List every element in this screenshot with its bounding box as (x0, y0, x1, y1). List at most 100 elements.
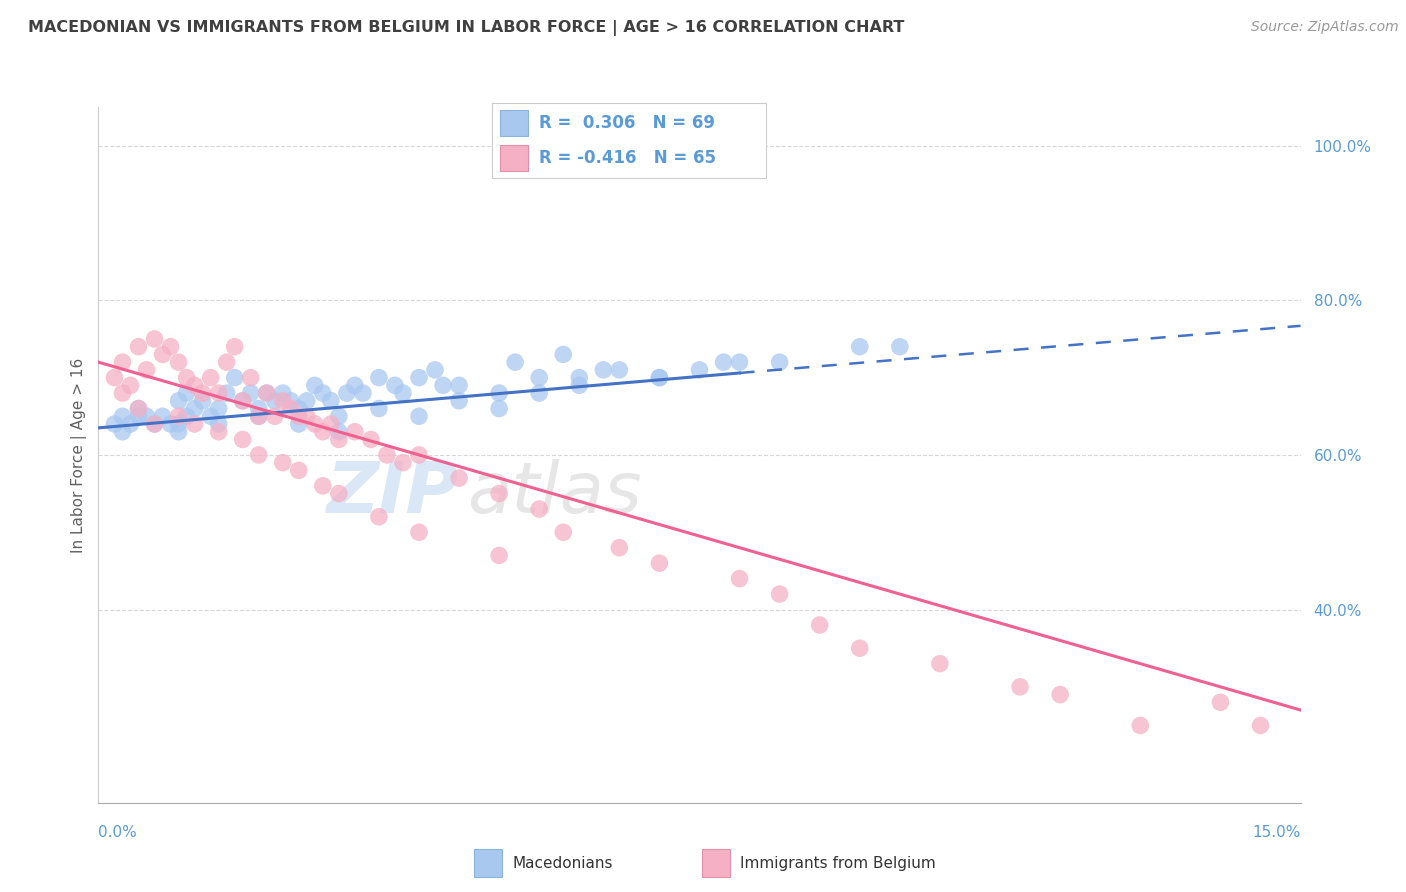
Point (143, 417, 166, 431)
Point (191, 386, 214, 401)
Point (271, 386, 294, 401)
Point (183, 401, 205, 416)
Point (215, 386, 238, 401)
Point (432, 378, 454, 392)
Point (375, 448, 398, 462)
Point (648, 556, 671, 570)
Point (609, 541, 631, 555)
Point (768, 587, 790, 601)
Point (263, 409, 285, 424)
Point (143, 332, 166, 346)
Point (120, 417, 142, 431)
Point (336, 386, 359, 401)
Point (128, 409, 150, 424)
Point (191, 393, 214, 408)
FancyBboxPatch shape (474, 849, 502, 877)
Point (176, 370, 198, 384)
Point (304, 417, 326, 431)
Point (384, 378, 406, 392)
Point (343, 425, 366, 439)
Text: Source: ZipAtlas.com: Source: ZipAtlas.com (1251, 20, 1399, 34)
Point (247, 401, 270, 416)
Point (256, 386, 278, 401)
Point (232, 393, 254, 408)
Point (263, 393, 285, 408)
Point (287, 409, 309, 424)
Point (167, 409, 190, 424)
Point (929, 657, 952, 671)
Point (343, 378, 366, 392)
Point (280, 393, 302, 408)
Point (103, 417, 125, 431)
Point (352, 386, 374, 401)
Point (328, 486, 350, 500)
Point (256, 386, 278, 401)
FancyBboxPatch shape (702, 849, 730, 877)
Point (1209, 695, 1232, 709)
Point (808, 618, 831, 632)
Point (592, 363, 614, 377)
Point (319, 393, 342, 408)
Point (111, 409, 134, 424)
Point (287, 401, 309, 416)
Point (1008, 680, 1031, 694)
Point (1250, 718, 1272, 732)
Point (247, 409, 270, 424)
Point (360, 433, 382, 447)
Point (208, 417, 231, 431)
Point (167, 393, 190, 408)
Point (553, 525, 575, 540)
Point (128, 401, 150, 416)
Point (849, 641, 872, 656)
Point (328, 425, 350, 439)
Point (312, 479, 335, 493)
Point (368, 401, 391, 416)
Point (529, 502, 551, 516)
Point (167, 425, 190, 439)
Point (312, 386, 335, 401)
Point (128, 340, 150, 354)
Point (176, 386, 198, 401)
Point (312, 425, 335, 439)
Point (447, 393, 470, 408)
Point (889, 340, 911, 354)
Point (368, 370, 391, 384)
Point (648, 370, 671, 384)
Point (120, 378, 142, 392)
Point (423, 363, 446, 377)
Point (167, 417, 190, 431)
Point (408, 448, 430, 462)
Point (648, 370, 671, 384)
FancyBboxPatch shape (501, 111, 527, 136)
Point (408, 409, 430, 424)
Point (849, 340, 872, 354)
Y-axis label: In Labor Force | Age > 16: In Labor Force | Age > 16 (72, 358, 87, 552)
Point (287, 463, 309, 477)
Text: ZIP: ZIP (326, 459, 458, 528)
Point (232, 393, 254, 408)
Point (183, 417, 205, 431)
Point (135, 363, 157, 377)
Point (159, 340, 181, 354)
Point (488, 549, 510, 563)
Text: atlas: atlas (467, 459, 641, 528)
Point (568, 370, 591, 384)
Point (408, 525, 430, 540)
Point (103, 370, 125, 384)
Point (447, 471, 470, 485)
Point (176, 409, 198, 424)
Point (319, 417, 342, 431)
FancyBboxPatch shape (501, 145, 527, 171)
Point (408, 370, 430, 384)
Point (280, 401, 302, 416)
Point (768, 355, 790, 369)
Point (224, 370, 246, 384)
Point (208, 425, 231, 439)
Point (488, 386, 510, 401)
Point (488, 401, 510, 416)
Point (728, 355, 751, 369)
Point (488, 486, 510, 500)
Point (295, 393, 318, 408)
Text: R = -0.416   N = 65: R = -0.416 N = 65 (538, 149, 716, 167)
Point (529, 386, 551, 401)
